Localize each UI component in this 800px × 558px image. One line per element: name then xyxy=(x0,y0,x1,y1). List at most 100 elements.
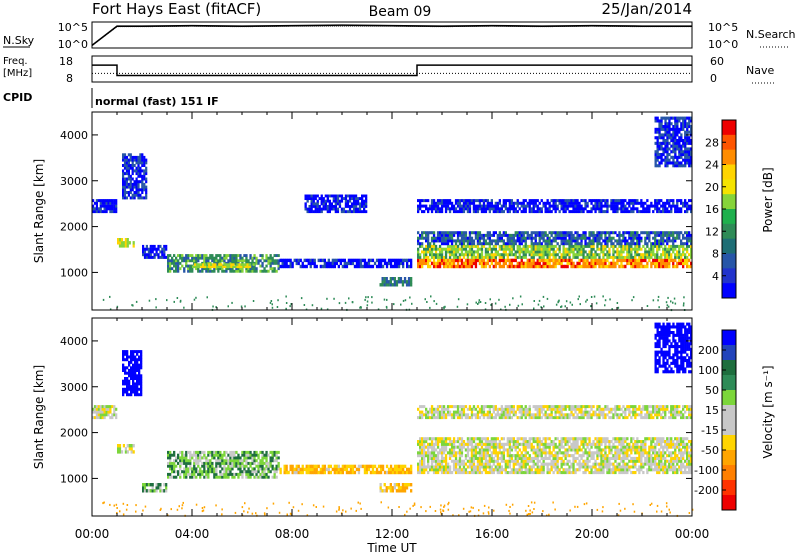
heatmap-cell xyxy=(441,202,443,205)
heatmap-cell xyxy=(140,350,142,353)
heatmap-cell xyxy=(555,465,557,468)
heatmap-cell xyxy=(463,234,465,237)
heatmap-cell xyxy=(588,265,590,268)
heatmap-cell xyxy=(523,262,525,265)
heatmap-cell xyxy=(610,242,612,245)
heatmap-cell xyxy=(521,471,523,474)
heatmap-cell xyxy=(239,470,241,473)
heatmap-cell xyxy=(427,463,429,466)
heatmap-cell xyxy=(531,242,533,245)
heatmap-cell xyxy=(543,457,545,460)
heatmap-cell xyxy=(646,207,648,210)
heatmap-cell xyxy=(612,242,614,245)
heatmap-cell xyxy=(529,259,531,262)
heatmap-cell xyxy=(618,231,620,234)
heatmap-cell xyxy=(582,199,584,202)
heatmap-cell xyxy=(465,234,467,237)
heatmap-cell xyxy=(660,239,662,242)
heatmap-cell xyxy=(487,440,489,443)
scatter-cell xyxy=(683,302,685,304)
heatmap-cell xyxy=(489,237,491,240)
heatmap-cell xyxy=(557,460,559,463)
heatmap-cell xyxy=(688,253,690,256)
heatmap-cell xyxy=(441,457,443,460)
heatmap-cell xyxy=(106,199,108,202)
heatmap-cell xyxy=(169,454,171,457)
heatmap-cell xyxy=(225,456,227,459)
heatmap-cell xyxy=(666,125,668,128)
heatmap-cell xyxy=(646,205,648,208)
heatmap-cell xyxy=(124,372,126,375)
heatmap-cell xyxy=(421,265,423,268)
heatmap-cell xyxy=(664,245,666,248)
heatmap-cell xyxy=(185,257,187,260)
heatmap-cell xyxy=(684,242,686,245)
heatmap-cell xyxy=(240,263,242,266)
heatmap-cell xyxy=(475,448,477,451)
heatmap-cell xyxy=(479,202,481,205)
heatmap-cell xyxy=(314,265,316,268)
heatmap-cell xyxy=(443,471,445,474)
heatmap-cell xyxy=(654,259,656,262)
heatmap-cell xyxy=(461,242,463,245)
heatmap-cell xyxy=(503,265,505,268)
heatmap-cell xyxy=(469,437,471,440)
heatmap-cell xyxy=(481,440,483,443)
heatmap-cell xyxy=(676,250,678,253)
heatmap-cell xyxy=(574,242,576,245)
heatmap-cell xyxy=(365,200,367,203)
heatmap-cell xyxy=(427,239,429,242)
heatmap-cell xyxy=(205,259,207,262)
heatmap-cell xyxy=(491,248,493,251)
heatmap-cell xyxy=(616,205,618,208)
heatmap-cell xyxy=(618,234,620,237)
heatmap-cell xyxy=(439,250,441,253)
heatmap-cell xyxy=(624,248,626,251)
heatmap-cell xyxy=(664,231,666,234)
heatmap-cell xyxy=(459,242,461,245)
heatmap-cell xyxy=(628,242,630,245)
heatmap-cell xyxy=(557,207,559,210)
heatmap-cell xyxy=(535,457,537,460)
heatmap-cell xyxy=(134,180,136,183)
heatmap-cell xyxy=(235,257,237,260)
heatmap-cell xyxy=(489,256,491,259)
heatmap-cell xyxy=(425,199,427,202)
heatmap-cell xyxy=(183,257,185,260)
heatmap-cell xyxy=(568,262,570,265)
heatmap-cell xyxy=(634,207,636,210)
heatmap-cell xyxy=(130,391,132,394)
heatmap-cell xyxy=(551,234,553,237)
heatmap-cell xyxy=(499,259,501,262)
heatmap-cell xyxy=(366,471,368,474)
heatmap-cell xyxy=(477,460,479,463)
heatmap-cell xyxy=(115,202,117,205)
heatmap-cell xyxy=(177,454,179,457)
heatmap-cell xyxy=(419,259,421,262)
heatmap-cell xyxy=(682,262,684,265)
heatmap-cell xyxy=(459,265,461,268)
heatmap-cell xyxy=(425,207,427,210)
heatmap-cell xyxy=(319,197,321,200)
heatmap-cell xyxy=(382,265,384,268)
heatmap-cell xyxy=(417,440,419,443)
heatmap-cell xyxy=(616,210,618,213)
heatmap-cell xyxy=(364,259,366,262)
heatmap-cell xyxy=(255,270,257,273)
heatmap-cell xyxy=(146,253,148,256)
heatmap-cell xyxy=(668,136,670,139)
heatmap-cell xyxy=(159,489,161,492)
heatmap-cell xyxy=(543,265,545,268)
heatmap-cell xyxy=(580,242,582,245)
heatmap-cell xyxy=(142,253,144,256)
heatmap-cell xyxy=(276,270,278,273)
heatmap-cell xyxy=(455,259,457,262)
heatmap-cell xyxy=(201,451,203,454)
scatter-cell xyxy=(605,299,607,301)
heatmap-cell xyxy=(142,245,144,248)
heatmap-cell xyxy=(126,196,128,199)
heatmap-cell xyxy=(525,468,527,471)
scatter-cell xyxy=(538,304,540,306)
heatmap-cell xyxy=(517,446,519,449)
heatmap-cell xyxy=(141,169,143,172)
